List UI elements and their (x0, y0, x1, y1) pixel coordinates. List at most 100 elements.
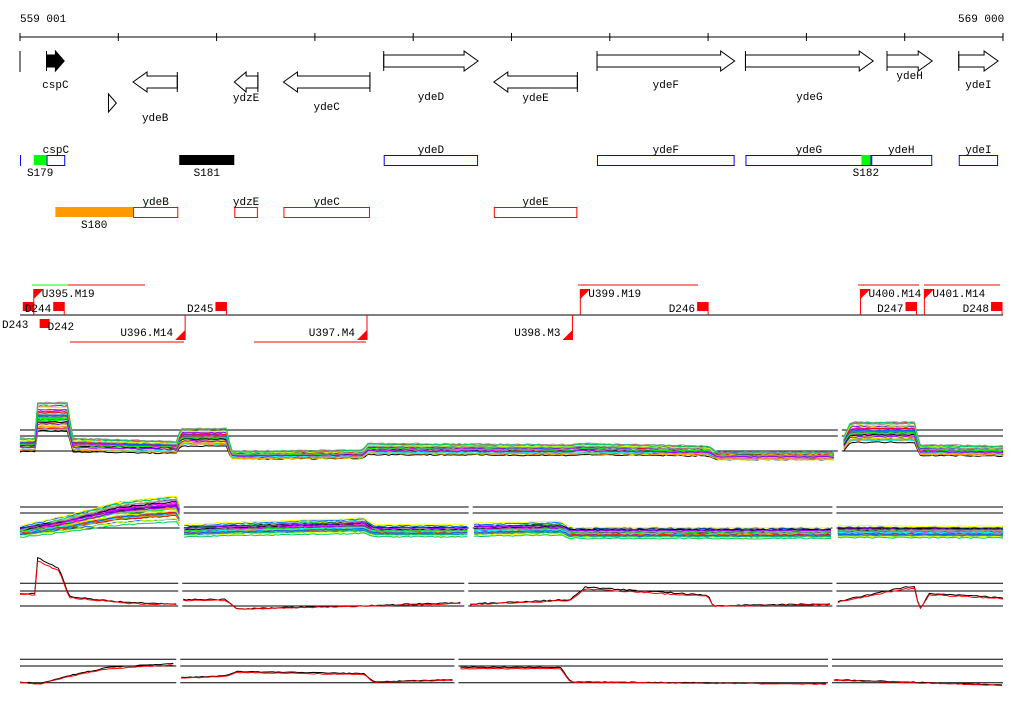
expression-profile-panels (19, 396, 1004, 698)
downshift-label: D243 (2, 320, 28, 332)
gene-arrow-ydeH (886, 50, 934, 72)
upshift-label: U397.M4 (309, 328, 356, 340)
downshift-flag (905, 302, 917, 311)
expression-series-line (837, 526, 1004, 529)
panel-gap (176, 644, 181, 698)
panel-gap (179, 474, 184, 548)
expression-series-line (184, 518, 468, 528)
expression-series-line (837, 531, 1004, 534)
expression-series-line (20, 417, 835, 457)
expression-series-line (184, 531, 468, 537)
expression-series-line (470, 588, 831, 608)
gene-label: ydeF (653, 80, 679, 92)
expression-series-line (19, 664, 174, 685)
transcription-shift-track: U395.M19 U396.M14 U397.M4 U398.M3 U399.M19 U4… (2, 284, 1003, 343)
downshift-label: D246 (669, 304, 695, 316)
gene-arrow-ydeE (492, 71, 578, 93)
feature-label: ydeB (142, 197, 169, 209)
gene-arrow-ydeI (958, 50, 999, 72)
upshift-label: U398.M3 (514, 328, 560, 340)
feature-box-ydeE (493, 207, 578, 218)
gene-label: cspC (42, 80, 69, 92)
gene-label: ydeB (142, 113, 169, 125)
downshift-flag (53, 302, 65, 311)
downshift-label: D244 (25, 304, 52, 316)
gene-label: ydeI (965, 80, 991, 92)
gene-label: ydeE (522, 93, 549, 105)
gene-label: ydzE (233, 93, 260, 105)
feature-label: ydeF (653, 145, 679, 157)
expression-series-line (184, 522, 468, 530)
expression-series-line (474, 532, 832, 539)
upshift-flag (356, 330, 367, 340)
gene-label: ydeG (796, 92, 822, 104)
expression-series-line (19, 662, 174, 685)
coordinate-ruler (19, 33, 1004, 41)
expression-series-line (474, 531, 832, 538)
expression-series-line (833, 679, 1003, 687)
upshift-label: U395.M19 (42, 289, 95, 301)
downshift-label: D248 (963, 304, 989, 316)
expression-series-line (19, 422, 834, 458)
feature-label: ydeC (313, 197, 340, 209)
feature-box-ydeF (597, 155, 735, 166)
ruler-start-label: 559 001 (20, 14, 67, 26)
expression-series-line (19, 509, 180, 534)
upshift-label: U396.M14 (120, 328, 173, 340)
gene-arrow-ydeC (282, 71, 371, 93)
expression-series-line (843, 435, 1004, 454)
expression-series-line (184, 523, 468, 532)
panel-gap (832, 474, 837, 548)
expression-series-line (837, 524, 1004, 528)
expression-series-line (843, 438, 1004, 457)
expression-series-line (19, 406, 834, 455)
expression-series-line (184, 526, 468, 532)
feature-label: ydeH (888, 145, 914, 157)
expression-series-line (837, 530, 1004, 533)
ruler-end-label: 569 000 (958, 14, 1004, 26)
expression-series-line (843, 431, 1004, 452)
expression-series-line (473, 529, 832, 537)
expression-series-line (837, 536, 1004, 539)
downshift-flag (39, 319, 50, 328)
panel-gap (468, 474, 473, 548)
expression-series-line (843, 439, 1004, 455)
downshift-flag (215, 302, 227, 311)
feature-label: ydeE (522, 197, 549, 209)
upshift-label: U399.M19 (588, 289, 641, 301)
expression-panel-4 (19, 644, 1003, 698)
upshift-flag (924, 289, 935, 299)
feature-box-ydeD (383, 155, 479, 166)
expression-panel-2 (19, 474, 1004, 548)
downshift-label: D247 (877, 304, 903, 316)
gene-arrow (107, 92, 117, 114)
expression-series-line (473, 520, 832, 529)
downshift-flag (991, 302, 1003, 311)
expression-series-line (843, 441, 1004, 458)
expression-series-line (474, 534, 832, 540)
expression-series-line (19, 504, 180, 529)
expression-series-line (474, 524, 831, 532)
upshift-label: U400.M14 (868, 289, 921, 301)
panel-gap (837, 396, 842, 468)
segment-S180 (55, 207, 134, 217)
feature-label: ydeD (418, 145, 445, 157)
expression-series-line (181, 671, 453, 684)
forward-feature-track: cspC ydeD ydeF ydeG ydeH ydeI S179 S181 S182 (20, 145, 999, 180)
feature-label: cspC (43, 145, 70, 157)
expression-series-line (19, 425, 834, 461)
gene-arrow-ydzE (233, 70, 259, 94)
expression-series-line (184, 527, 468, 535)
downshift-label: D242 (48, 322, 74, 334)
upshift-flag (175, 330, 186, 340)
segment-label: S180 (81, 220, 107, 232)
reverse-feature-track: ydeB ydzE ydeC ydeE S180 (55, 197, 578, 232)
expression-series-line (19, 402, 834, 457)
feature-box-ydeI (958, 155, 999, 166)
expression-series-line (19, 556, 177, 605)
expression-series-line (19, 518, 180, 537)
segment-label: S182 (853, 168, 879, 180)
gene-arrow-ydeG (744, 50, 875, 72)
panel-gap (454, 644, 459, 698)
